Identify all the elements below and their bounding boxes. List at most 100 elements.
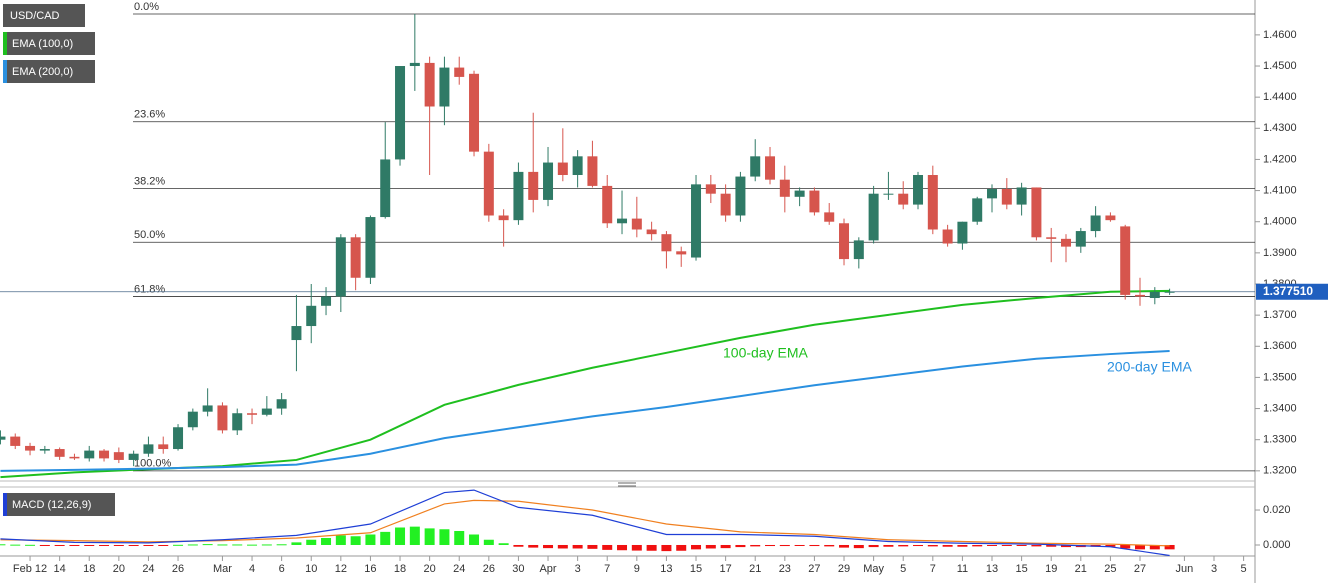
candle-body	[839, 223, 850, 260]
legend-swatch	[3, 32, 7, 55]
fib-label: 0.0%	[134, 1, 159, 13]
histogram-bar	[99, 544, 110, 546]
candle-body	[395, 66, 406, 160]
histogram-bar	[335, 535, 346, 545]
candle-body	[69, 456, 80, 459]
last-price-label: 1.377510	[1263, 284, 1313, 298]
y-tick-label: 1.3300	[1263, 434, 1297, 446]
y-tick-label: 1.4200	[1263, 153, 1297, 165]
x-tick-label: 15	[1015, 563, 1027, 575]
candle-body	[957, 221, 968, 244]
candle-body	[1046, 237, 1057, 239]
x-tick-label: 18	[83, 563, 95, 575]
histogram-bar	[765, 544, 776, 547]
candle-body	[587, 156, 598, 186]
fib-label: 23.6%	[134, 109, 165, 121]
histogram-bar	[173, 544, 184, 546]
candle-body	[794, 190, 805, 197]
candle-body	[631, 218, 642, 230]
y-tick-label: 1.4300	[1263, 122, 1297, 134]
candle-body	[528, 171, 539, 200]
candle-body	[350, 237, 361, 278]
candle-body	[676, 251, 687, 255]
candle-body	[173, 427, 184, 450]
legend: USD/CAD EMA (100,0) EMA (200,0) MACD (12…	[3, 4, 115, 516]
x-tick-label: 3	[575, 563, 581, 575]
candle-body	[691, 184, 702, 258]
y-tick-label: 1.3600	[1263, 340, 1297, 352]
candle-body	[750, 156, 761, 177]
histogram-bar	[839, 544, 850, 548]
y-tick-label: 0.020	[1263, 504, 1291, 516]
candle-body	[1090, 215, 1101, 232]
y-tick-label: 1.4100	[1263, 184, 1297, 196]
candle-body	[454, 67, 465, 77]
x-tick-label: 21	[1075, 563, 1087, 575]
candle-body	[513, 171, 524, 221]
histogram-bar	[1135, 544, 1146, 550]
candle-body	[424, 62, 435, 107]
x-tick-label: 26	[172, 563, 184, 575]
candle-body	[972, 198, 983, 222]
histogram-bar	[439, 529, 450, 545]
y-tick-label: 1.3400	[1263, 402, 1297, 414]
histogram-bar	[868, 544, 879, 548]
histogram-bar	[217, 544, 228, 546]
last-price-box	[1256, 283, 1328, 300]
histogram-bar	[1149, 544, 1160, 550]
histogram-bar	[380, 531, 391, 545]
histogram-bar	[646, 544, 657, 551]
x-tick-label: 13	[986, 563, 998, 575]
legend-label: USD/CAD	[10, 10, 60, 22]
candle-body	[1135, 294, 1146, 297]
y-tick-label: 1.3900	[1263, 247, 1297, 259]
candle-body	[439, 67, 450, 107]
candle-body	[617, 218, 628, 224]
histogram-bar	[483, 539, 494, 545]
histogram-bar	[617, 544, 628, 551]
x-tick-label: 24	[142, 563, 154, 575]
histogram-bar	[69, 544, 80, 546]
candle-body	[1149, 291, 1160, 299]
candle-body	[143, 444, 154, 454]
legend-box[interactable]	[3, 60, 95, 83]
x-tick-label: May	[863, 563, 884, 575]
legend-box[interactable]	[3, 4, 85, 27]
y-tick-label: 1.3700	[1263, 309, 1297, 321]
histogram-bar	[350, 536, 361, 545]
histogram-bar	[824, 544, 835, 547]
histogram-bar	[113, 544, 124, 546]
x-tick-label: 26	[483, 563, 495, 575]
candle-body	[128, 453, 139, 460]
candle-body	[868, 193, 879, 241]
histogram-bar	[365, 534, 376, 545]
legend-box[interactable]	[3, 493, 115, 516]
candle-body	[705, 184, 716, 194]
candle-body	[187, 411, 198, 428]
fib-label: 38.2%	[134, 175, 165, 187]
x-tick-label: 5	[900, 563, 906, 575]
histogram-bar	[1001, 544, 1012, 546]
histogram-bar	[158, 544, 169, 546]
y-tick-label: 1.3500	[1263, 371, 1297, 383]
histogram-bar	[1061, 544, 1072, 548]
x-tick-label: 16	[364, 563, 376, 575]
candle-body	[113, 452, 124, 460]
x-tick-label: 10	[305, 563, 317, 575]
histogram-bar	[84, 544, 95, 546]
histogram-bar	[705, 544, 716, 549]
histogram-bar	[543, 544, 554, 549]
x-tick-label: 18	[394, 563, 406, 575]
candle-body	[543, 162, 554, 200]
histogram-bar	[25, 544, 36, 546]
legend-box[interactable]	[3, 32, 95, 55]
candle-body	[1061, 238, 1072, 247]
x-tick-label: 3	[1211, 563, 1217, 575]
candle-body	[202, 405, 213, 412]
candle-body	[483, 151, 494, 216]
histogram-bar	[276, 544, 287, 546]
histogram-bar	[557, 544, 568, 549]
x-tick-label: 5	[1241, 563, 1247, 575]
fib-label: 50.0%	[134, 229, 165, 241]
